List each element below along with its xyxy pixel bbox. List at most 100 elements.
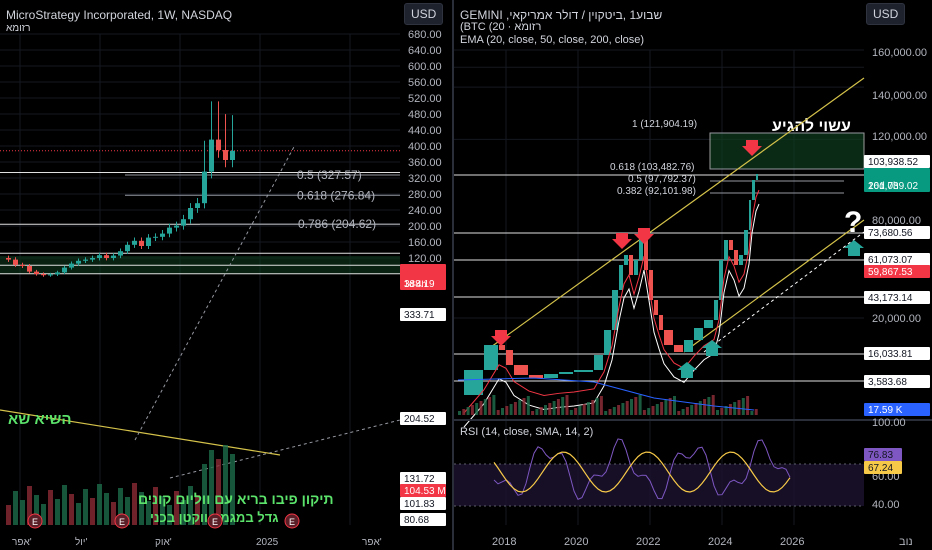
price-badge-bg: [864, 253, 930, 266]
candle: [629, 255, 633, 275]
candle: [484, 345, 498, 370]
fib-label: 1 (121,904.19): [632, 119, 697, 130]
y-tick-label: 120,000.00: [872, 131, 927, 143]
mstr-title[interactable]: MicroStrategy Incorporated, 1W, NASDAQ: [6, 8, 233, 22]
candle: [714, 300, 718, 320]
price-badge: 80.68: [404, 515, 429, 526]
candle: [644, 240, 648, 270]
y-tick-label: 440.00: [408, 125, 442, 137]
volume-bar: [595, 398, 599, 415]
y-tick-label: 600.00: [408, 61, 442, 73]
price-badge: 333.71: [404, 310, 435, 321]
annotation-fib: תיקון פיבו בריא עם ווליום קונים: [138, 491, 334, 507]
volume-bar: [634, 397, 638, 415]
volume-bar: [685, 407, 689, 415]
volume-bar: [167, 505, 172, 525]
volume-bar: [160, 496, 165, 525]
volume-bar: [458, 411, 461, 415]
candle: [744, 230, 748, 255]
volume-bar: [509, 404, 513, 415]
candle: [514, 365, 528, 375]
volume-bar: [599, 396, 603, 415]
volume-bar: [505, 406, 509, 415]
candle: [174, 225, 179, 228]
rsi-badge-bg: [864, 448, 902, 461]
volume-bar: [146, 501, 151, 525]
volume-bar: [83, 489, 88, 525]
volume-bar: [737, 400, 741, 415]
volume-bar: [561, 397, 565, 415]
volume-bar: [483, 399, 487, 415]
x-tick-label: נוב: [899, 536, 913, 548]
mstr-chart-panel[interactable]: 0.5 (327.57) 0.618 (276.84) 0.786 (204.62)…: [0, 0, 452, 550]
volume-bar: [492, 395, 496, 415]
candle: [6, 258, 11, 260]
volume-bar: [681, 409, 685, 415]
volume-bar: [720, 408, 724, 415]
candle: [674, 345, 683, 352]
candle: [684, 340, 693, 352]
volume-bar: [724, 406, 728, 415]
volume-bar: [535, 409, 539, 415]
volume-bar: [677, 411, 681, 415]
volume-bar: [638, 395, 642, 415]
price-badge: 104.53 M: [404, 486, 446, 497]
mstr-subtitle: רזומא: [6, 23, 31, 34]
y-tick-label: 20,000.00: [872, 313, 921, 325]
y-tick-label: 280.00: [408, 189, 442, 201]
candle: [719, 260, 723, 300]
btc-title[interactable]: GEMINI ,שבוע1 ,ביטקוין / דולר אמריקאי: [460, 8, 663, 22]
price-badge: 43,173.14: [868, 293, 913, 304]
candle: [153, 236, 158, 238]
volume-bar: [125, 497, 130, 525]
volume-bar: [181, 500, 186, 525]
volume-bar: [518, 400, 522, 415]
panel-divider[interactable]: [452, 0, 454, 550]
volume-bar: [209, 450, 214, 525]
btc-currency-button[interactable]: USD: [866, 3, 906, 25]
candle: [624, 255, 628, 265]
x-tick-label: 2020: [564, 536, 588, 548]
btc-chart-panel[interactable]: עשוי להגיע 1 (121,904.19) 0.618 (103,482.7…: [454, 0, 932, 550]
volume-bar: [664, 400, 668, 415]
candle: [649, 270, 653, 300]
volume-bar: [34, 495, 39, 525]
candle: [111, 255, 116, 258]
volume-bar: [139, 492, 144, 525]
volume-bar: [48, 490, 53, 525]
candle: [202, 171, 207, 204]
volume-bar: [104, 493, 109, 525]
btc-chart[interactable]: עשוי להגיע 1 (121,904.19) 0.618 (103,482.7…: [454, 0, 932, 550]
volume-bar: [694, 403, 698, 415]
rsi-indicator-label[interactable]: RSI (14, close, SMA, 14, 2): [460, 426, 594, 438]
y-tick-label: 520.00: [408, 93, 442, 105]
fib-label: 0.5 (97,792.37): [628, 174, 696, 185]
volume-bar: [230, 454, 235, 525]
mstr-currency-button[interactable]: USD: [404, 3, 444, 25]
earnings-event-icon: [207, 513, 223, 529]
volume-bar: [655, 404, 659, 415]
volume-bar: [531, 411, 535, 415]
mstr-chart[interactable]: 0.5 (327.57) 0.618 (276.84) 0.786 (204.62)…: [0, 0, 452, 550]
volume-bar: [612, 407, 616, 415]
up-arrow-icon: [844, 240, 864, 256]
volume-bar: [97, 484, 102, 525]
price-badge: 73,680.56: [868, 228, 913, 239]
volume-bar: [27, 486, 32, 525]
candle: [97, 255, 102, 258]
y-tick-label: 480.00: [408, 109, 442, 121]
price-badge-sub: 1d 4h: [404, 279, 427, 289]
volume-bar: [741, 398, 745, 415]
x-tick-label: 2018: [492, 536, 516, 548]
candle: [594, 355, 603, 370]
fib-label: 0.786 (204.62): [298, 217, 376, 231]
volume-bar: [617, 405, 621, 415]
candle: [34, 271, 39, 274]
price-badge-bg: [400, 497, 446, 510]
price-badge-bg: [864, 291, 930, 304]
ema-indicator-label[interactable]: EMA (20, close, 50, close, 200, close): [460, 34, 645, 46]
candle: [639, 240, 643, 260]
price-badge: 131.72: [404, 474, 435, 485]
y-tick-label: 80,000.00: [872, 215, 921, 227]
price-badge: 388.19: [404, 279, 435, 290]
